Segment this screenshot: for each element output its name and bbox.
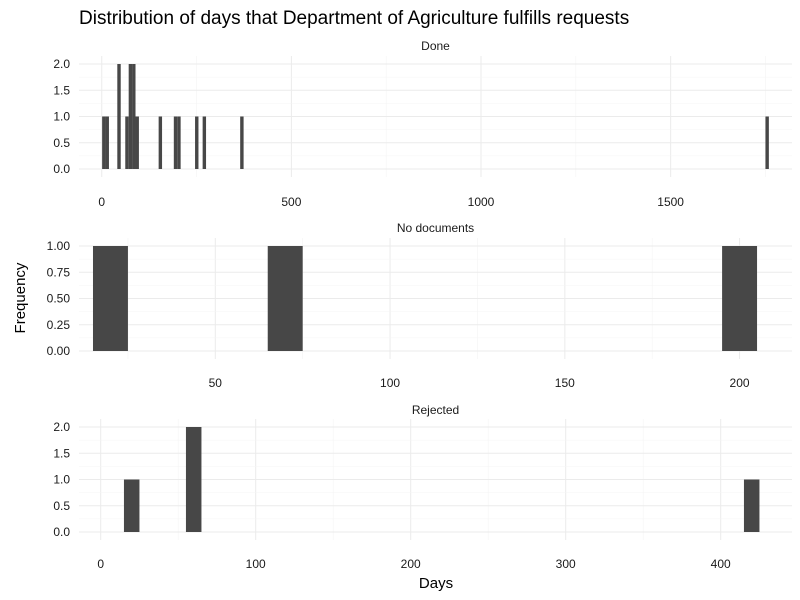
y-tick-label: 0.5 bbox=[53, 136, 70, 150]
x-tick-label: 1500 bbox=[657, 195, 684, 209]
facet-label-done: Done bbox=[421, 39, 450, 53]
y-tick-label: 2.0 bbox=[53, 57, 70, 71]
histogram-bar bbox=[202, 116, 207, 169]
histogram-bar bbox=[135, 116, 139, 169]
y-tick-label: 1.0 bbox=[53, 110, 70, 124]
chart-title: Distribution of days that Department of … bbox=[79, 8, 629, 29]
histogram-bar bbox=[105, 116, 109, 169]
gridlines-done bbox=[79, 56, 792, 177]
facet-label-no-documents: No documents bbox=[397, 221, 474, 235]
histogram-bar bbox=[195, 116, 199, 169]
y-tick-label: 0.75 bbox=[47, 265, 71, 279]
y-tick-label: 0.0 bbox=[53, 162, 70, 176]
x-tick-label: 200 bbox=[730, 376, 750, 390]
bars-rejected bbox=[123, 427, 760, 532]
y-tick-label: 1.5 bbox=[53, 83, 70, 97]
bars-done bbox=[102, 64, 769, 169]
x-tick-label: 0 bbox=[98, 195, 105, 209]
histogram-bar bbox=[132, 64, 136, 169]
facet-label-rejected: Rejected bbox=[412, 403, 459, 417]
histogram-bar bbox=[177, 116, 181, 169]
facet-done: Done 0.0 0.5 1.0 1.5 2.0 0 500 1000 1500 bbox=[53, 39, 792, 209]
x-axis-title: Days bbox=[419, 575, 453, 592]
y-axis-title: Frequency bbox=[12, 262, 29, 333]
y-tick-label: 1.00 bbox=[47, 239, 71, 253]
histogram-bar bbox=[173, 116, 178, 169]
x-tick-label: 300 bbox=[556, 557, 576, 571]
facet-rejected: Rejected 0.0 0.5 1.0 1.5 2.0 0 100 200 300 400 bbox=[53, 403, 792, 571]
histogram-bar bbox=[743, 479, 760, 532]
histogram-bar bbox=[240, 116, 244, 169]
histogram-bar bbox=[92, 246, 128, 351]
y-tick-label: 0.25 bbox=[47, 318, 71, 332]
y-tick-label: 0.50 bbox=[47, 292, 71, 306]
y-tick-label: 0.0 bbox=[53, 525, 70, 539]
x-tick-label: 200 bbox=[401, 557, 421, 571]
x-tick-label: 100 bbox=[246, 557, 266, 571]
x-tick-label: 150 bbox=[555, 376, 575, 390]
y-tick-label: 2.0 bbox=[53, 420, 70, 434]
histogram-bar bbox=[123, 479, 140, 532]
histogram-bar bbox=[125, 116, 129, 169]
histogram-bar bbox=[128, 64, 133, 169]
x-tick-label: 400 bbox=[711, 557, 731, 571]
bars-no-documents bbox=[92, 246, 758, 351]
y-tick-label: 1.0 bbox=[53, 473, 70, 487]
histogram-bar bbox=[722, 246, 758, 351]
histogram-bar bbox=[765, 116, 769, 169]
y-tick-label: 0.00 bbox=[47, 344, 71, 358]
gridlines-no-documents bbox=[79, 238, 792, 359]
x-tick-label: 0 bbox=[97, 557, 104, 571]
histogram-bar bbox=[117, 64, 121, 169]
histogram-bar bbox=[102, 116, 106, 169]
x-tick-label: 1000 bbox=[468, 195, 495, 209]
y-tick-label: 0.5 bbox=[53, 499, 70, 513]
y-tick-label: 1.5 bbox=[53, 446, 70, 460]
histogram-bar bbox=[267, 246, 303, 351]
x-tick-label: 500 bbox=[281, 195, 301, 209]
histogram-bar bbox=[185, 427, 202, 532]
facet-no-documents: No documents 0.00 0.25 0.50 0.75 1.00 50 100 150… bbox=[47, 221, 792, 390]
x-tick-label: 50 bbox=[209, 376, 223, 390]
x-tick-label: 100 bbox=[380, 376, 400, 390]
histogram-bar bbox=[158, 116, 163, 169]
